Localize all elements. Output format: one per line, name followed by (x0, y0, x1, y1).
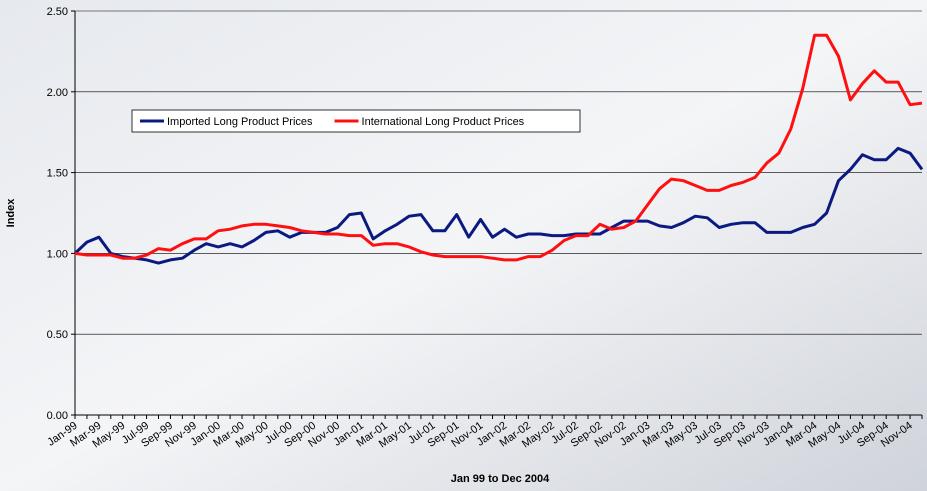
y-tick-label: 0.50 (47, 329, 68, 341)
chart: Jan 99 to Dec 2004 Index 0.00 0.50 1.00 1.5… (0, 0, 927, 491)
y-tick-label: 2.00 (47, 87, 68, 99)
y-axis-title: Index (5, 198, 17, 228)
legend-label: Imported Long Product Prices (167, 116, 313, 128)
background (0, 0, 927, 491)
y-tick-label: 1.50 (47, 168, 68, 180)
y-tick-label: 1.00 (47, 248, 68, 260)
x-axis-title: Jan 99 to Dec 2004 (451, 473, 550, 485)
y-tick-label: 2.50 (47, 6, 68, 18)
y-tick-label: 0.00 (47, 410, 68, 422)
legend-label: International Long Product Prices (362, 116, 525, 128)
